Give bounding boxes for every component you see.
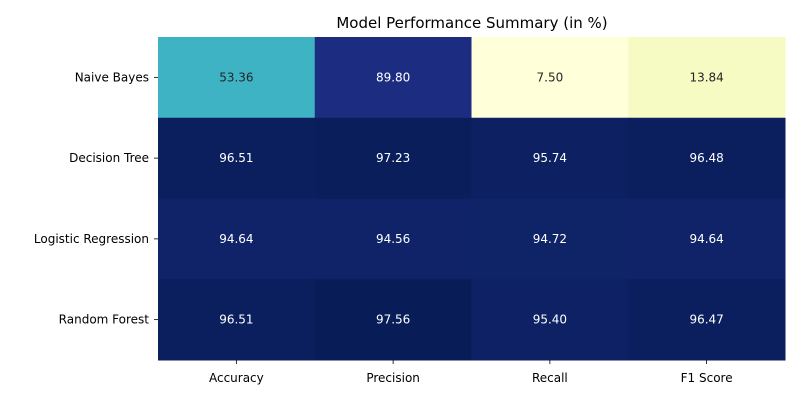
heatmap-cell xyxy=(471,37,629,119)
heatmap-cell xyxy=(628,117,786,199)
heatmap-cell xyxy=(471,117,629,199)
row-label: Decision Tree xyxy=(69,151,149,165)
cell-value-label: 96.51 xyxy=(219,313,253,327)
cell-value-label: 96.47 xyxy=(689,313,723,327)
cell-value-label: 96.51 xyxy=(219,151,253,165)
heatmap-cell xyxy=(471,279,629,361)
column-labels: Accuracy Precision Recall F1 Score xyxy=(209,360,733,385)
heatmap-cell xyxy=(471,198,629,280)
heatmap-cell xyxy=(314,198,472,280)
heatmap-cell xyxy=(628,198,786,280)
heatmap-cell xyxy=(628,37,786,119)
cell-value-label: 94.72 xyxy=(533,232,567,246)
cell-value-label: 7.50 xyxy=(537,70,564,84)
heatmap-cell xyxy=(314,279,472,361)
cell-value-label: 94.64 xyxy=(689,232,723,246)
heatmap-cell xyxy=(158,117,316,199)
cell-value-label: 13.84 xyxy=(689,70,723,84)
cell-value-label: 96.48 xyxy=(689,151,723,165)
heatmap-cell xyxy=(628,279,786,361)
cell-value-label: 97.23 xyxy=(376,151,410,165)
heatmap-cell xyxy=(314,117,472,199)
row-labels: Naive Bayes Decision Tree Logistic Regress… xyxy=(34,70,158,327)
heatmap-cells: 53.36 89.80 7.50 13.84 96.51 97.23 95.74 96.48 9… xyxy=(158,37,786,361)
heatmap-cell xyxy=(158,279,316,361)
cell-value-label: 95.74 xyxy=(533,151,567,165)
cell-value-label: 94.64 xyxy=(219,232,253,246)
row-label: Naive Bayes xyxy=(75,70,149,84)
row-label: Logistic Regression xyxy=(34,232,149,246)
column-label: Precision xyxy=(366,371,420,385)
column-label: F1 Score xyxy=(681,371,733,385)
heatmap-cell xyxy=(314,37,472,119)
column-label: Recall xyxy=(532,371,568,385)
column-label: Accuracy xyxy=(209,371,264,385)
cell-value-label: 95.40 xyxy=(533,313,567,327)
heatmap-cell xyxy=(158,37,316,119)
cell-value-label: 94.56 xyxy=(376,232,410,246)
row-label: Random Forest xyxy=(59,313,150,327)
cell-value-label: 89.80 xyxy=(376,70,410,84)
chart-title: Model Performance Summary (in %) xyxy=(336,14,607,32)
cell-value-label: 97.56 xyxy=(376,313,410,327)
heatmap-cell xyxy=(158,198,316,280)
cell-value-label: 53.36 xyxy=(219,70,253,84)
